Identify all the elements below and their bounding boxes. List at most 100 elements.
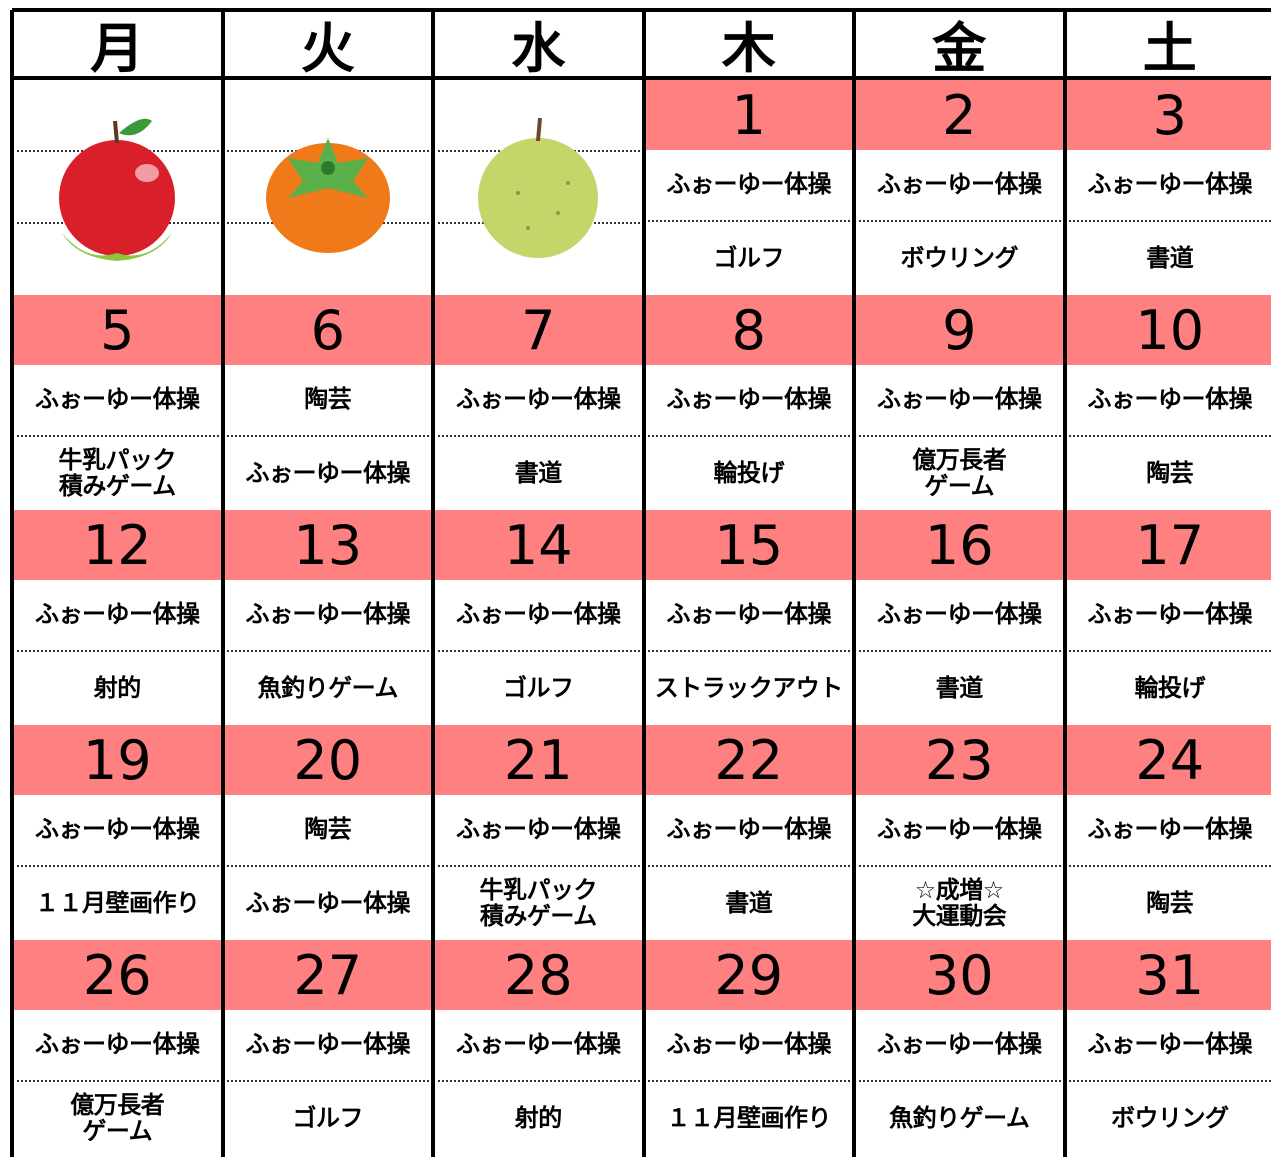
afternoon-activity: ふぉーゆー体操 [223,437,434,510]
day-number: 17 [1064,510,1271,580]
afternoon-activity: 輪投げ [1065,652,1271,725]
activity-line: ふぉーゆー体操 [245,458,411,487]
day-number: 15 [643,510,854,580]
activity-line: 輪投げ [1134,673,1206,702]
afternoon-activity: 射的 [433,1082,644,1155]
activity-line: ☆成増☆ [914,876,1005,905]
morning-activity: ふぉーゆー体操 [854,795,1065,867]
blank-cell [433,80,644,295]
morning-activity: 陶芸 [222,795,433,867]
activity-line: 魚釣りゲーム [257,673,399,702]
morning-activity: ふぉーゆー体操 [433,795,644,867]
afternoon-activity: １１月壁画作り [12,867,223,940]
day-number: 12 [12,510,223,580]
day-number: 20 [222,725,433,795]
day-number: 16 [854,510,1065,580]
morning-activity: ふぉーゆー体操 [12,580,223,652]
morning-activity: ふぉーゆー体操 [433,580,644,652]
afternoon-activity: ゴルフ [433,652,644,725]
day-number: 29 [643,940,854,1010]
morning-activity: ふぉーゆー体操 [854,365,1065,437]
afternoon-activity: 陶芸 [1065,437,1271,510]
activity-line: 積みゲーム [479,901,597,930]
morning-activity: ふぉーゆー体操 [643,1010,854,1082]
activity-line: ゲーム [82,1116,153,1145]
activity-line: ストラックアウト [654,673,844,702]
afternoon-activity: 魚釣りゲーム [223,652,434,725]
morning-activity: ふぉーゆー体操 [222,580,433,652]
column-border [431,10,435,1157]
day-number: 26 [12,940,223,1010]
afternoon-activity: 魚釣りゲーム [854,1082,1065,1155]
afternoon-activity: ☆成増☆ 大運動会 [854,867,1065,940]
afternoon-activity: 輪投げ [644,437,855,510]
activity-line: 書道 [725,888,773,917]
afternoon-activity: 億万長者 ゲーム [12,1082,223,1155]
activity-line: ゴルフ [292,1103,364,1132]
morning-activity: ふぉーゆー体操 [854,1010,1065,1082]
afternoon-activity: ストラックアウト [644,652,855,725]
afternoon-activity: ボウリング [854,222,1065,295]
activity-line: 陶芸 [1146,458,1194,487]
day-number: 7 [433,295,644,365]
blank-cell [12,80,223,295]
weekday-header: 金 [854,10,1065,80]
day-number: 8 [643,295,854,365]
day-number: 31 [1064,940,1271,1010]
day-number: 1 [643,80,854,150]
afternoon-activity: ゴルフ [223,1082,434,1155]
activity-line: ふぉーゆー体操 [245,888,411,917]
activity-line: ゴルフ [713,243,785,272]
activity-line: ボウリング [900,243,1019,272]
morning-activity: ふぉーゆー体操 [12,795,223,867]
morning-activity: ふぉーゆー体操 [1064,580,1271,652]
day-number: 22 [643,725,854,795]
blank-cell [222,80,433,295]
day-number: 30 [854,940,1065,1010]
morning-activity: ふぉーゆー体操 [1064,365,1271,437]
activity-line: 輪投げ [713,458,785,487]
morning-activity: ふぉーゆー体操 [1064,150,1271,222]
afternoon-activity: 牛乳パック 積みゲーム [433,867,644,940]
activity-line: 牛乳パック [58,446,177,475]
morning-activity: ふぉーゆー体操 [643,365,854,437]
morning-activity: ふぉーゆー体操 [643,150,854,222]
morning-activity: ふぉーゆー体操 [222,1010,433,1082]
activity-line: 射的 [93,673,142,702]
morning-activity: ふぉーゆー体操 [643,795,854,867]
weekday-header: 月 [12,10,223,80]
day-number: 14 [433,510,644,580]
afternoon-activity: ボウリング [1065,1082,1271,1155]
column-border [1062,10,1067,1157]
morning-activity: ふぉーゆー体操 [1064,1010,1271,1082]
column-border [220,10,225,1157]
activity-line: 書道 [514,458,563,487]
weekday-header: 木 [643,10,854,80]
day-number: 21 [433,725,644,795]
morning-activity: ふぉーゆー体操 [433,365,644,437]
morning-activity: ふぉーゆー体操 [1064,795,1271,867]
morning-activity: ふぉーゆー体操 [12,1010,223,1082]
day-number: 3 [1064,80,1271,150]
afternoon-activity: ふぉーゆー体操 [223,867,434,940]
afternoon-activity: 牛乳パック 積みゲーム [12,437,223,510]
activity-line: 億万長者 [912,446,1007,475]
afternoon-activity: 書道 [433,437,644,510]
fruit-illustration [478,117,599,258]
afternoon-activity: 射的 [12,652,223,725]
day-number: 19 [12,725,223,795]
day-number: 27 [222,940,433,1010]
activity-line: 牛乳パック [479,876,598,905]
activity-line: ボウリング [1111,1103,1229,1132]
afternoon-activity: 書道 [644,867,855,940]
morning-activity: ふぉーゆー体操 [854,150,1065,222]
day-number: 10 [1064,295,1271,365]
afternoon-activity: 億万長者 ゲーム [854,437,1065,510]
weekday-header: 土 [1064,10,1271,80]
day-number: 28 [433,940,644,1010]
activity-line: １１月壁画作り [35,888,200,917]
day-number: 5 [12,295,223,365]
day-number: 23 [854,725,1065,795]
day-number: 9 [854,295,1065,365]
